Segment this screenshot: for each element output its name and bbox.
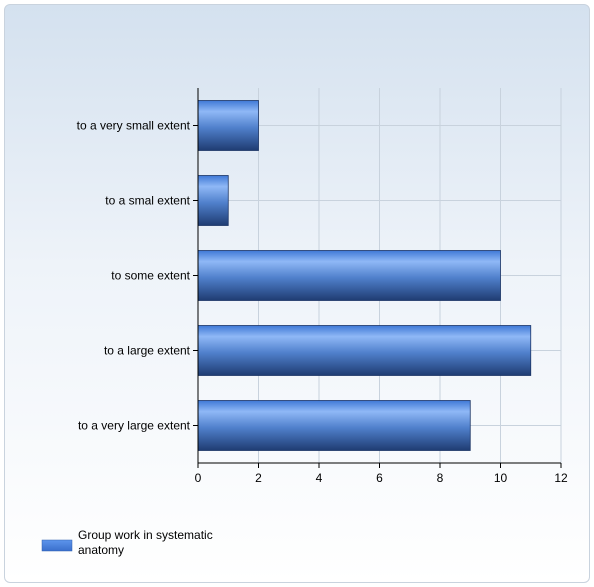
bar-1 — [197, 100, 259, 151]
x-tick-label: 8 — [437, 471, 444, 485]
legend-swatch — [41, 539, 73, 552]
x-tick-labels: 0 2 4 6 8 10 12 — [195, 471, 568, 485]
bar-4 — [197, 325, 532, 376]
x-tick-label: 2 — [255, 471, 262, 485]
bar-2 — [197, 175, 229, 226]
category-labels: to a very small extent to a smal extent to… — [77, 119, 191, 433]
legend-label-line1: Group work in systematic — [78, 528, 213, 542]
x-tick-label: 12 — [554, 471, 568, 485]
legend-label-line2: anatomy — [78, 543, 124, 557]
axes — [193, 88, 562, 468]
bars — [197, 100, 532, 451]
category-label: to a very small extent — [77, 119, 191, 133]
legend: Group work in systematic anatomy — [41, 528, 213, 557]
bar-5 — [197, 400, 471, 451]
bar-3 — [197, 250, 501, 301]
x-tick-label: 6 — [376, 471, 383, 485]
x-tick-label: 4 — [316, 471, 323, 485]
category-label: to a large extent — [104, 344, 191, 358]
category-label: to a very large extent — [78, 419, 191, 433]
x-tick-label: 0 — [195, 471, 202, 485]
category-label: to a smal extent — [105, 194, 190, 208]
category-label: to some extent — [111, 269, 190, 283]
x-tick-label: 10 — [494, 471, 508, 485]
